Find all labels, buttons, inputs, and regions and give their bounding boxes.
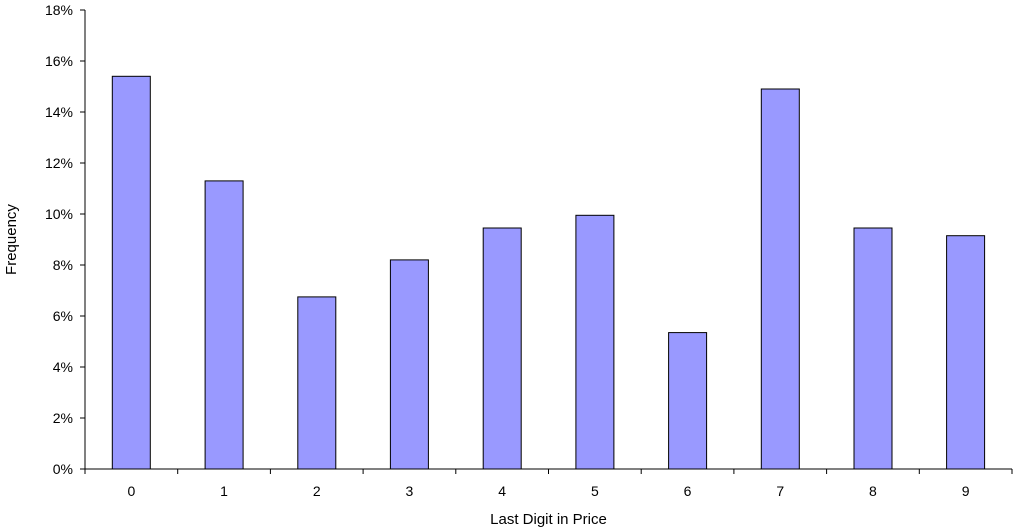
bar-0 [111,75,151,470]
x-tick-label: 6 [684,483,692,499]
x-tick-label: 7 [776,483,784,499]
y-tick-label: 12% [45,155,73,171]
bar-7 [760,88,800,470]
x-axis-title: Last Digit in Price [490,511,607,528]
y-tick-label: 18% [45,2,73,18]
bar-2 [297,296,337,470]
x-tick-label: 4 [498,483,506,499]
x-tick-label: 3 [406,483,414,499]
bar-8 [853,227,893,470]
x-tick-label: 9 [962,483,970,499]
bar-9 [946,235,986,470]
y-tick-label: 2% [53,410,73,426]
x-ticks-group: 0 1 2 3 4 5 6 7 8 9 [84,469,1013,499]
y-tick-label: 10% [45,206,73,222]
bars-group [111,75,986,470]
bar-4 [482,227,522,470]
y-tick-label: 0% [53,461,73,477]
bar-3 [389,259,429,470]
y-ticks-group: 0% 2% 4% 6% 8% 10% 12% 14% 16% 18% [45,2,85,477]
bar-5 [575,214,615,470]
bar-1 [204,180,244,470]
x-tick-label: 5 [591,483,599,499]
bar-6 [668,332,708,470]
y-tick-label: 14% [45,104,73,120]
y-tick-label: 4% [53,359,73,375]
y-tick-label: 16% [45,53,73,69]
x-tick-label: 0 [127,483,135,499]
y-tick-label: 6% [53,308,73,324]
y-axis-title: Frequency [3,204,20,275]
x-tick-label: 8 [869,483,877,499]
x-tick-label: 2 [313,483,321,499]
x-tick-label: 1 [220,483,228,499]
y-tick-label: 8% [53,257,73,273]
